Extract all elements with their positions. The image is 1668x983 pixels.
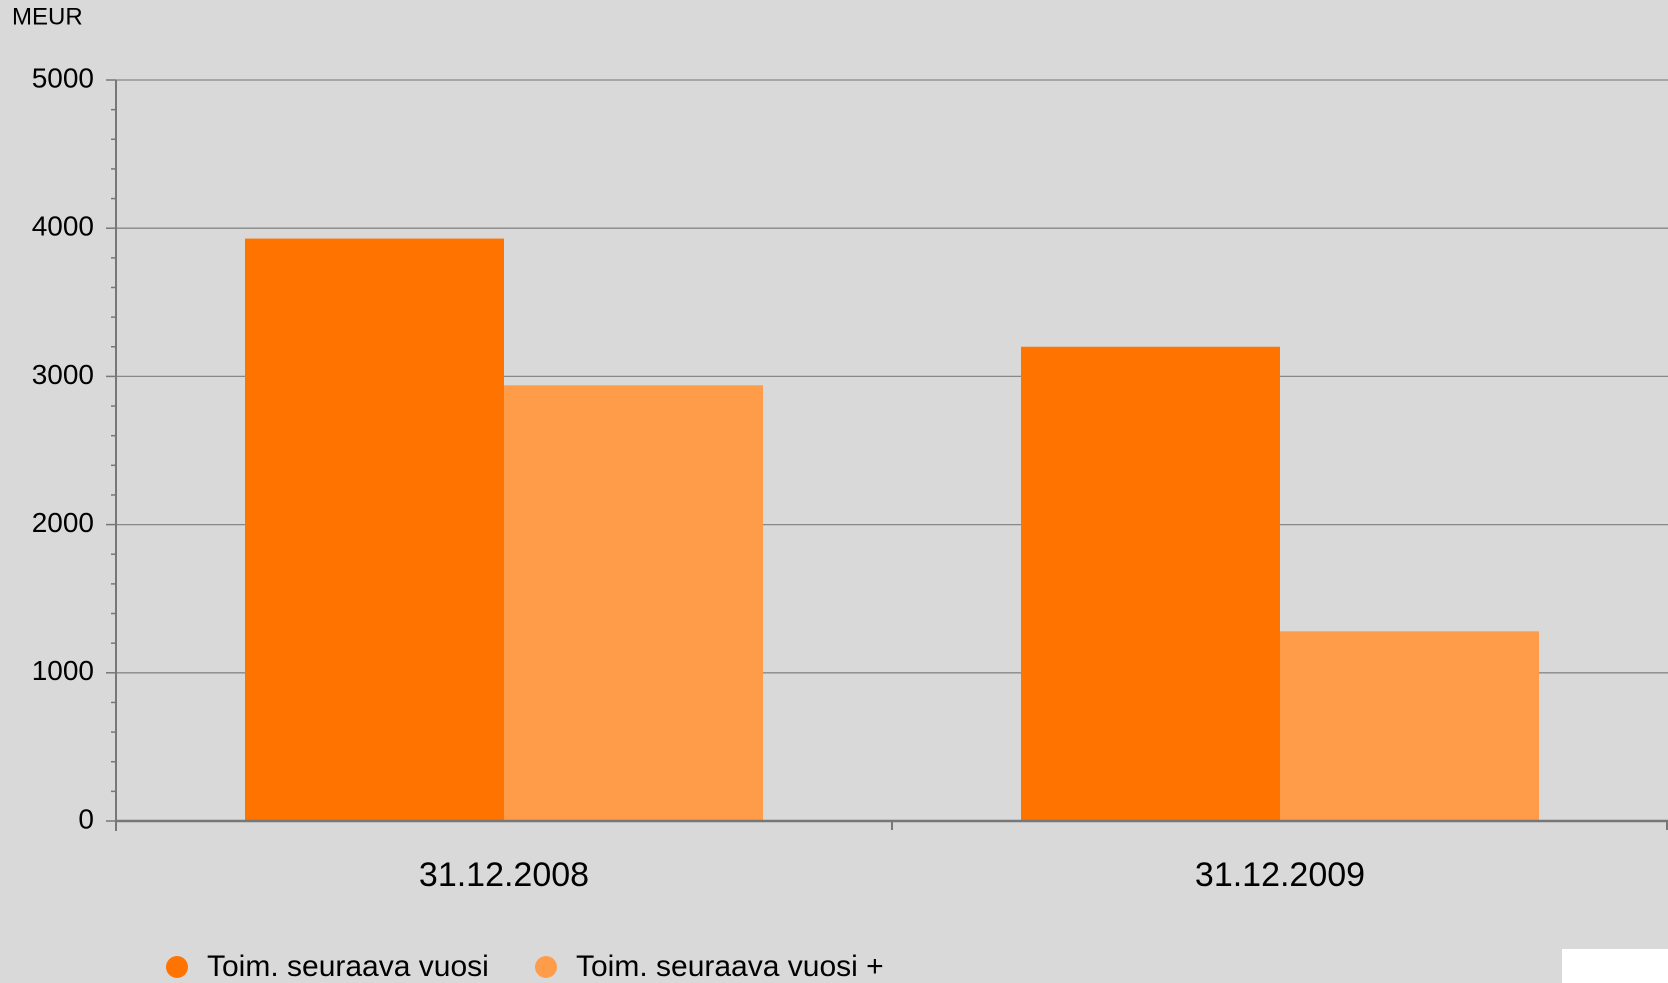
x-tick-label: 31.12.2009 — [1195, 856, 1365, 894]
y-axis-label: MEUR — [12, 3, 83, 30]
y-tick-label: 2000 — [32, 507, 94, 538]
legend-label: Toim. seuraava vuosi + — [576, 950, 884, 983]
y-tick-label: 1000 — [32, 655, 94, 686]
corner-patch — [1562, 949, 1668, 983]
bar — [245, 238, 504, 822]
bar — [504, 385, 763, 821]
legend-label: Toim. seuraava vuosi — [207, 950, 489, 983]
y-tick-label: 5000 — [32, 62, 94, 93]
y-tick-label: 0 — [78, 803, 94, 834]
legend-swatch — [535, 956, 557, 978]
x-tick-label: 31.12.2008 — [419, 856, 589, 894]
y-tick-label: 3000 — [32, 359, 94, 390]
bar — [1021, 346, 1280, 821]
legend-swatch — [166, 956, 188, 978]
bar — [1280, 631, 1539, 821]
y-tick-label: 4000 — [32, 211, 94, 242]
